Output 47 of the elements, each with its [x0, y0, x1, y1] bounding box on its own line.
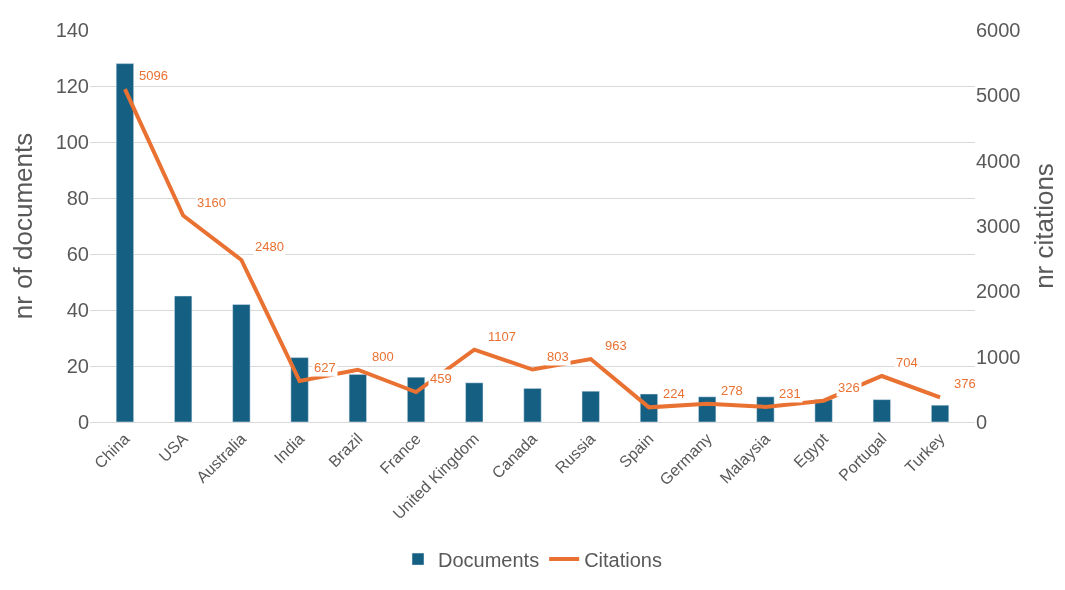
- y2-tick-label: 0: [976, 411, 988, 433]
- line-series: [122, 87, 943, 410]
- data-label: 2480: [255, 239, 284, 254]
- data-label: 627: [314, 360, 336, 375]
- data-label: 231: [779, 386, 801, 401]
- y-tick-label: 40: [66, 299, 89, 321]
- y-tick-label: 80: [66, 187, 89, 209]
- y-tick-label: 140: [55, 19, 89, 41]
- y2-tick-label: 1000: [976, 345, 1021, 368]
- y2-tick-label: 2000: [976, 280, 1021, 303]
- y-tick-label: 60: [66, 243, 89, 265]
- bar: [232, 304, 251, 422]
- bar: [348, 374, 367, 422]
- y-tick-label: 0: [77, 411, 89, 433]
- legend-label: Citations: [584, 548, 662, 571]
- bar: [407, 376, 426, 422]
- data-label: 704: [896, 355, 918, 370]
- data-label: 5096: [139, 68, 168, 83]
- bar: [581, 390, 600, 422]
- bar: [814, 399, 833, 422]
- data-label: 326: [838, 380, 860, 395]
- bar: [115, 63, 134, 422]
- data-label: 278: [721, 383, 743, 398]
- bar: [465, 382, 484, 422]
- legend-label: Documents: [438, 548, 540, 571]
- y2-tick-label: 4000: [976, 149, 1021, 172]
- y2-tick-label: 5000: [976, 84, 1021, 107]
- data-label: 3160: [197, 195, 226, 210]
- x-tick-label: USA: [155, 429, 192, 466]
- data-label: 800: [372, 349, 394, 364]
- y2-axis-title: nr citations: [1029, 163, 1060, 289]
- y2-tick-label: 6000: [976, 19, 1021, 41]
- data-label: 1107: [488, 329, 516, 344]
- y-axis-title: nr of documents: [8, 132, 39, 320]
- bar: [174, 295, 193, 422]
- y2-tick-label: 3000: [976, 215, 1021, 237]
- data-label: 459: [430, 371, 452, 386]
- bar: [872, 399, 891, 422]
- bar: [523, 388, 542, 422]
- y-tick-label: 100: [55, 131, 89, 153]
- data-label: 963: [605, 338, 627, 353]
- data-label: 803: [547, 349, 569, 364]
- y-tick-label: 120: [55, 75, 89, 97]
- data-label: 224: [663, 386, 685, 401]
- y-tick-label: 20: [66, 355, 89, 377]
- data-label: 376: [954, 376, 976, 391]
- bar: [931, 404, 950, 422]
